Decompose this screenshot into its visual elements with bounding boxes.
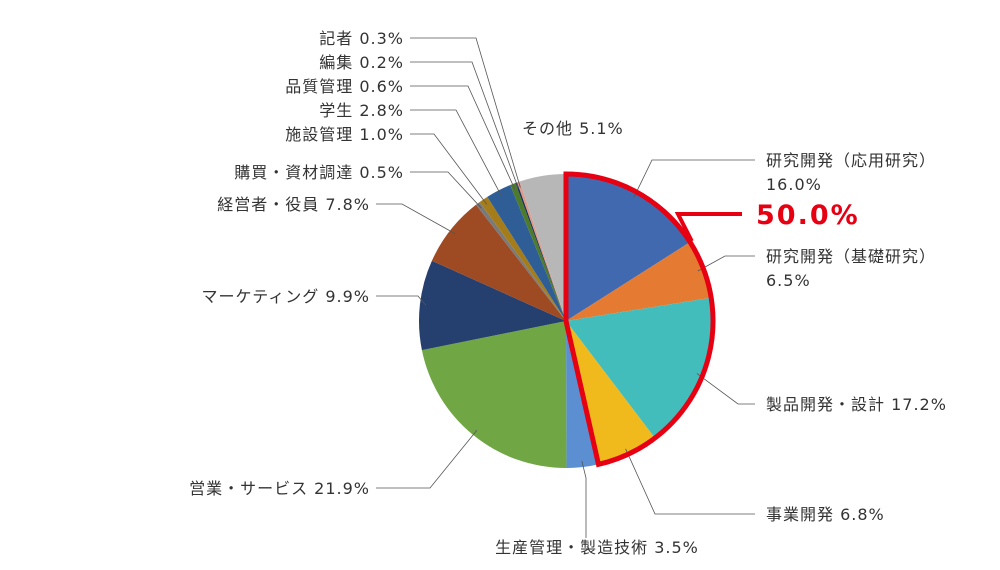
highlight-outline-path	[563, 171, 716, 468]
leader-line-編集	[410, 61, 519, 189]
slice-value-label-研究開発-応用研究: 16.0%	[766, 175, 822, 194]
leader-line-記者	[410, 37, 521, 188]
slice-label-経営者-役員: 経営者・役員 7.8%	[217, 195, 370, 214]
leader-line-マーケティング	[376, 295, 427, 306]
slice-label-マーケティング: マーケティング 9.9%	[202, 287, 370, 306]
pie-slice-研究開発-応用研究	[566, 173, 691, 321]
leader-line-研究開発-基礎研究	[697, 255, 755, 272]
slice-label-品質管理: 品質管理 0.6%	[285, 77, 404, 96]
pie-slice-品質管理	[510, 182, 566, 321]
pie-slice-マーケティング	[418, 260, 566, 351]
slice-label-研究開発-基礎研究: 研究開発（基礎研究）	[766, 247, 936, 266]
slice-label-営業-サービス: 営業・サービス 21.9%	[189, 479, 370, 498]
pie-slice-編集	[515, 182, 566, 321]
slice-label-その他: その他 5.1%	[522, 119, 624, 138]
pie-slice-経営者-役員	[431, 204, 566, 321]
slice-label-施設管理: 施設管理 1.0%	[285, 125, 404, 144]
pie-slice-研究開発-基礎研究	[566, 242, 712, 321]
slice-label-編集: 編集 0.2%	[319, 53, 404, 72]
slice-label-記者: 記者 0.3%	[319, 29, 404, 48]
highlight-outline: 50.0%	[563, 171, 860, 468]
slice-label-学生: 学生 2.8%	[319, 101, 404, 120]
leader-lines	[376, 37, 755, 538]
leader-line-購買-資材調達	[410, 171, 482, 209]
leader-line-経営者-役員	[376, 203, 456, 235]
pie-slice-営業-サービス	[421, 321, 567, 469]
pie-slice-購買-資材調達	[475, 202, 566, 321]
slice-label-研究開発-応用研究: 研究開発（応用研究）	[766, 151, 936, 170]
leader-line-営業-サービス	[376, 430, 478, 489]
pie-slice-製品開発-設計	[566, 297, 714, 439]
slice-labels: 研究開発（応用研究） 16.0% 研究開発（基礎研究） 6.5% 製品開発・設計 17.…	[189, 29, 947, 557]
slice-label-生産管理-製造技術: 生産管理・製造技術 3.5%	[495, 538, 699, 557]
leader-line-製品開発-設計	[696, 373, 755, 405]
slice-label-購買-資材調達: 購買・資材調達 0.5%	[234, 163, 404, 182]
slice-label-事業開発: 事業開発 6.8%	[766, 505, 885, 524]
leader-line-生産管理-製造技術	[581, 461, 587, 538]
leader-line-事業開発	[625, 448, 755, 515]
highlight-pointer-line	[674, 212, 742, 243]
pie-slice-その他	[519, 174, 566, 321]
slice-value-label-研究開発-基礎研究: 6.5%	[766, 271, 811, 290]
leader-line-研究開発-応用研究	[633, 159, 755, 198]
leader-line-施設管理	[410, 133, 488, 205]
pie-slice-学生	[487, 184, 566, 321]
pie-slice-事業開発	[566, 321, 655, 465]
highlight-value-label: 50.0%	[756, 200, 860, 231]
leader-line-学生	[410, 109, 502, 196]
pie-slice-記者	[517, 181, 566, 321]
leader-line-品質管理	[410, 85, 516, 190]
pie-slice-施設管理	[479, 196, 566, 321]
slice-label-製品開発-設計: 製品開発・設計 17.2%	[766, 395, 947, 414]
